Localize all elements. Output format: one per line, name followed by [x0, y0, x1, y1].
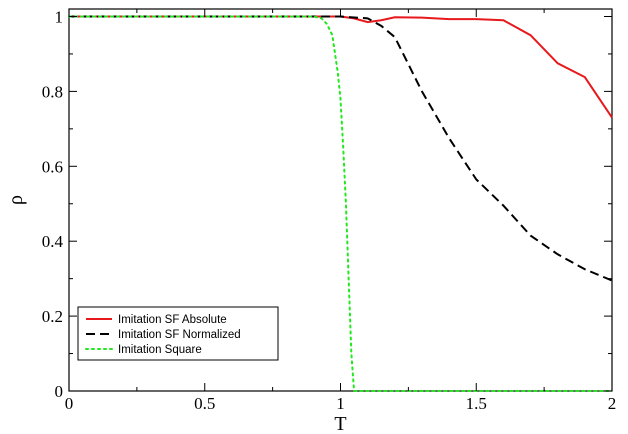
x-tick-label: 1.5: [466, 394, 487, 413]
series-line-0: [69, 15, 613, 119]
y-axis-label: ρ: [5, 195, 27, 205]
legend-items: Imitation SF Absolute Imitation SF Normal…: [85, 314, 241, 356]
x-axis-label: T: [334, 413, 346, 434]
y-tick-label: 0.2: [42, 307, 63, 326]
y-tick-label: 0: [55, 382, 64, 401]
y-tick-label: 0.6: [42, 157, 63, 176]
legend-label-0: Imitation SF Absolute: [118, 314, 227, 326]
series-line-2: [68, 15, 613, 392]
y-tick-label: 1: [55, 7, 64, 26]
legend-label-1: Imitation SF Normalized: [118, 329, 241, 341]
series-layer: [68, 15, 613, 392]
legend-label-2: Imitation Square: [118, 344, 202, 356]
y-tick-label: 0.4: [42, 232, 64, 251]
ticks-layer: 0 0.5 1 1.5 2 0 0.2 0.4 0.6 0.8 1: [42, 7, 617, 413]
x-tick-label: 0.5: [194, 394, 215, 413]
y-tick-label: 0.8: [42, 82, 63, 101]
series-line-1: [69, 15, 613, 282]
x-tick-label: 1: [336, 394, 345, 413]
x-tick-label: 2: [608, 394, 617, 413]
legend: Imitation SF Absolute Imitation SF Normal…: [77, 306, 279, 361]
legend-box: [77, 306, 279, 361]
x-tick-label: 0: [65, 394, 74, 413]
